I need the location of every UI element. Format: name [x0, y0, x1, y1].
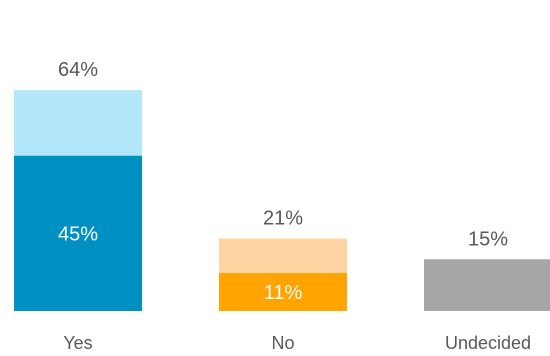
data-label-yes-subset: 45%: [58, 223, 98, 245]
bar-no-subset: [219, 273, 347, 311]
category-label-yes: Yes: [63, 333, 92, 353]
data-label-no-subset: 11%: [264, 282, 303, 304]
category-label-no: No: [271, 333, 294, 353]
labels-group: 45% 64% Yes 11% 21% No 15% Undecided: [58, 59, 531, 353]
data-label-yes-total: 64%: [58, 59, 98, 81]
category-label-undecided: Undecided: [445, 333, 531, 353]
data-label-no-total: 21%: [263, 208, 303, 230]
data-label-undecided-total: 15%: [468, 228, 508, 250]
bars-group: [14, 90, 550, 311]
bar-undecided-total: [424, 259, 550, 311]
bar-yes-subset: [14, 155, 142, 311]
